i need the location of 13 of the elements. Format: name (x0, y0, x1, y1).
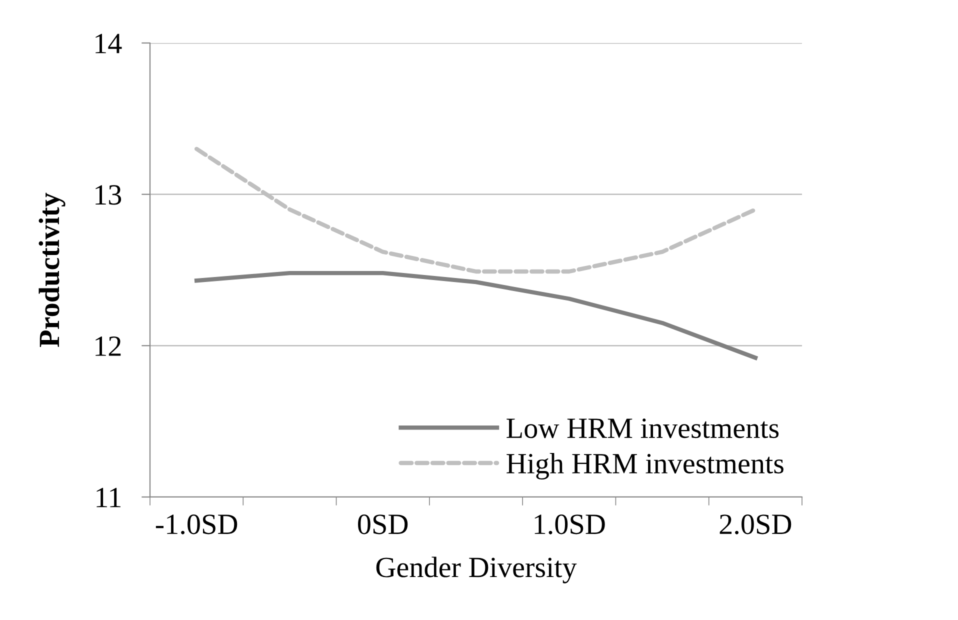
line-series (194, 270, 758, 360)
legend-label: Low HRM investments (506, 418, 779, 438)
x-tick-label: 2.0SD (720, 514, 792, 534)
x-axis-title: Gender Diversity (376, 556, 577, 584)
x-tick-label: 0SD (358, 514, 408, 534)
x-tick-label: 1.0SD (534, 514, 605, 534)
y-axis-title: Productivity (38, 192, 66, 348)
y-tick-label: 13 (96, 185, 122, 205)
y-tick-label: 12 (96, 336, 121, 356)
y-tick-label: 14 (96, 34, 122, 54)
y-tick-label: 11 (96, 488, 120, 508)
x-tick-label: -1.0SD (156, 514, 238, 534)
legend-label: High HRM investments (506, 452, 784, 480)
